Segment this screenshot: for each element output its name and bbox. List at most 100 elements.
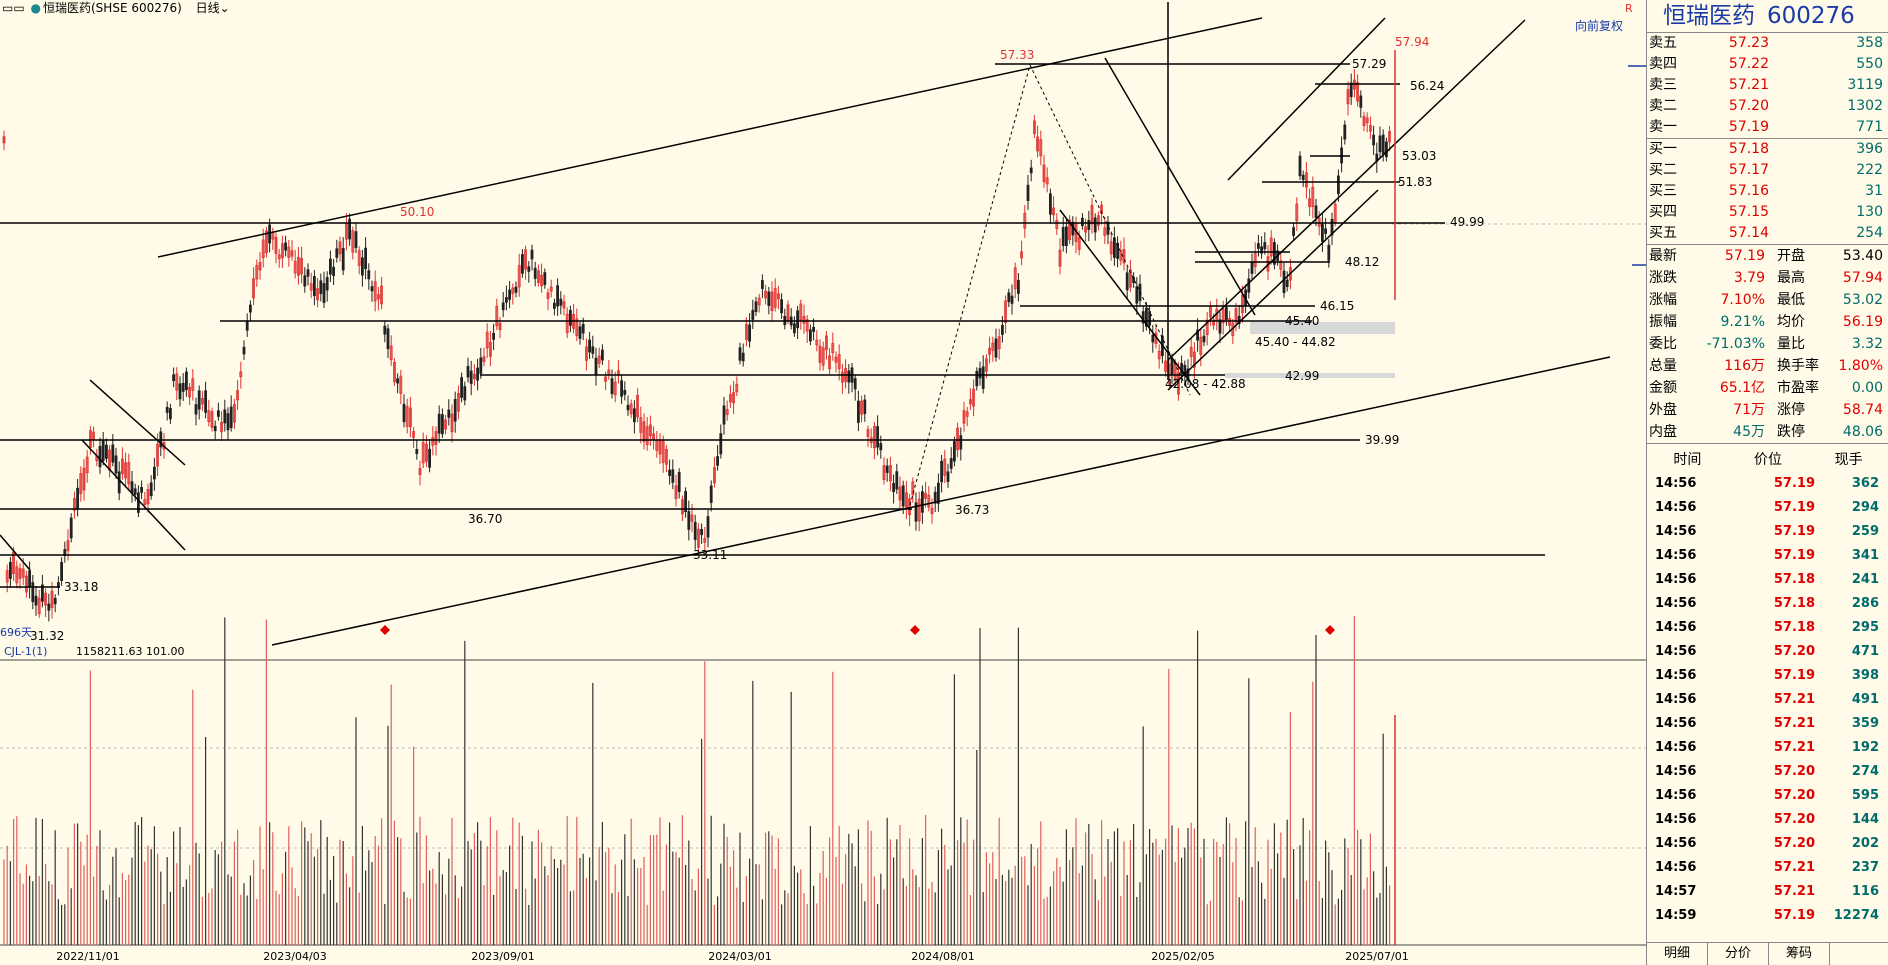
candle-body bbox=[1247, 278, 1251, 293]
candle-body bbox=[981, 366, 985, 389]
kline-chart[interactable]: 57.94 57.33 57.29 56.24 53.03 51.83 50.10 49.99… bbox=[0, 0, 1646, 965]
candle-body bbox=[367, 270, 371, 280]
candle-body bbox=[965, 411, 969, 417]
candle-body bbox=[524, 249, 527, 270]
candle-body bbox=[882, 465, 886, 481]
candle-body bbox=[261, 239, 265, 258]
candle-body bbox=[588, 339, 591, 353]
tab-chips[interactable]: 筹码 bbox=[1769, 943, 1830, 965]
candle-body bbox=[777, 293, 780, 300]
ask-row[interactable]: 卖三 57.21 3119 bbox=[1649, 77, 1883, 93]
candle-body bbox=[693, 521, 697, 540]
bid-row[interactable]: 买二 57.17 222 bbox=[1649, 162, 1883, 178]
trend-line bbox=[271, 356, 1611, 646]
candle-body bbox=[236, 390, 240, 401]
candle-body bbox=[697, 528, 700, 548]
quote-panel: 恒瑞医药 600276 卖五 57.23 358 卖四 57.22 550 卖三 57.21 31… bbox=[1646, 0, 1888, 965]
date-tick-label: 2025/02/05 bbox=[1151, 950, 1214, 963]
candle-body bbox=[1090, 204, 1094, 225]
candle-body bbox=[594, 357, 598, 376]
bid-row[interactable]: 买五 57.14 254 bbox=[1649, 225, 1883, 241]
ask-row[interactable]: 卖一 57.19 771 bbox=[1649, 119, 1883, 135]
tick-list[interactable]: 14:56 57.19 362 14:56 57.19 294 14:56 57.19 259 1… bbox=[1647, 472, 1888, 928]
candle-body bbox=[204, 390, 208, 413]
candle-body bbox=[1337, 175, 1340, 195]
candle-body bbox=[1077, 237, 1081, 250]
candle-body bbox=[1362, 115, 1366, 127]
candle-body bbox=[1170, 357, 1174, 376]
candle-body bbox=[1343, 124, 1347, 140]
candle-body bbox=[770, 291, 774, 312]
quote-row: 金额 65.1亿 市盈率 0.00 bbox=[1649, 380, 1883, 396]
candle-body bbox=[636, 395, 639, 418]
ask-row[interactable]: 卖五 57.23 358 bbox=[1649, 35, 1883, 51]
candle-body bbox=[255, 265, 259, 280]
candle-body bbox=[319, 280, 323, 295]
candle-body bbox=[1372, 134, 1375, 146]
candle-body bbox=[1004, 300, 1007, 323]
candle-body bbox=[440, 414, 444, 435]
candle-body bbox=[306, 269, 310, 277]
tab-price[interactable]: 分价 bbox=[1708, 943, 1769, 965]
tick-row: 14:56 57.21 237 bbox=[1655, 860, 1879, 875]
candle-body bbox=[1225, 307, 1228, 320]
candle-body bbox=[1298, 155, 1302, 177]
candle-body bbox=[911, 481, 915, 496]
candle-body bbox=[28, 570, 32, 588]
date-tick-label: 2023/09/01 bbox=[471, 950, 534, 963]
candle-body bbox=[633, 408, 636, 423]
bid-row[interactable]: 买三 57.16 31 bbox=[1649, 183, 1883, 199]
trend-line bbox=[0, 534, 31, 571]
price-mark-label: 45.40 - 44.82 bbox=[1255, 335, 1336, 349]
candle-body bbox=[456, 393, 460, 412]
candle-body bbox=[73, 498, 76, 511]
period-selector[interactable]: 日线⌄ bbox=[195, 1, 230, 15]
stock-title: 恒瑞医药(SHSE 600276) bbox=[43, 1, 182, 15]
price-band bbox=[1250, 322, 1395, 334]
price-mark-label: 33.11 bbox=[693, 548, 727, 562]
candle-body bbox=[178, 383, 182, 400]
candle-body bbox=[537, 270, 540, 283]
candle-body bbox=[1385, 141, 1388, 158]
tab-detail[interactable]: 明细 bbox=[1647, 943, 1708, 965]
candle-body bbox=[639, 417, 643, 433]
ask-row[interactable]: 卖四 57.22 550 bbox=[1649, 56, 1883, 72]
candle-body bbox=[479, 357, 483, 374]
candle-body bbox=[652, 433, 655, 440]
price-mark-label: 33.18 bbox=[64, 580, 98, 594]
candle-body bbox=[1212, 319, 1215, 326]
candle-body bbox=[1333, 203, 1337, 223]
candle-body bbox=[5, 570, 9, 583]
candle-body bbox=[853, 378, 857, 390]
candle-body bbox=[1061, 227, 1065, 246]
candle-body bbox=[1164, 360, 1167, 372]
candle-body bbox=[264, 230, 268, 254]
candle-body bbox=[585, 346, 588, 361]
tick-row: 14:56 57.18 295 bbox=[1655, 620, 1879, 635]
candle-body bbox=[383, 325, 387, 335]
candle-body bbox=[50, 590, 54, 608]
candle-body bbox=[341, 247, 345, 271]
candle-body bbox=[348, 218, 352, 240]
layout-icon[interactable]: ▭▭ bbox=[2, 1, 25, 15]
candle-body bbox=[316, 288, 320, 301]
candle-body bbox=[748, 324, 751, 342]
candle-body bbox=[1314, 205, 1318, 218]
candle-body bbox=[677, 472, 681, 492]
days-label: 696天 bbox=[0, 626, 32, 639]
ask-row[interactable]: 卖二 57.20 1302 bbox=[1649, 98, 1883, 114]
candle-body bbox=[293, 260, 297, 274]
candle-body bbox=[613, 381, 617, 396]
candle-body bbox=[533, 267, 537, 279]
bid-row[interactable]: 买一 57.18 396 bbox=[1649, 141, 1883, 157]
candle-body bbox=[226, 413, 230, 431]
candle-body bbox=[146, 489, 150, 505]
candle-body bbox=[136, 492, 140, 513]
candle-body bbox=[597, 355, 601, 364]
candle-body bbox=[565, 313, 569, 334]
candle-body bbox=[569, 309, 572, 326]
bid-row[interactable]: 买四 57.15 130 bbox=[1649, 204, 1883, 220]
candle-body bbox=[389, 345, 393, 361]
candle-body bbox=[130, 481, 134, 494]
quote-row: 内盘 45万 跌停 48.06 bbox=[1649, 424, 1883, 440]
